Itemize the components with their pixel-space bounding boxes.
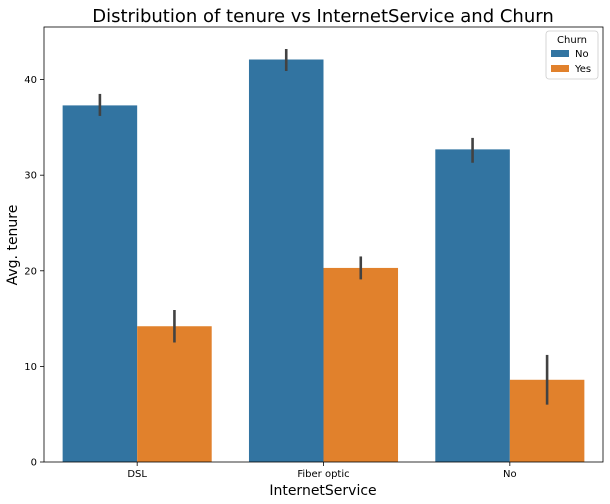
y-tick-label: 40 [24, 75, 37, 86]
bar-no-no [435, 149, 510, 462]
y-tick-label: 10 [24, 362, 37, 373]
chart-title: Distribution of tenure vs InternetServic… [92, 6, 554, 27]
y-tick-label: 20 [24, 266, 37, 277]
x-tick-label: No [503, 469, 517, 480]
bar-yes-fiber-optic [323, 267, 399, 462]
x-tick-label: Fiber optic [297, 469, 349, 480]
legend-swatch-yes [551, 65, 569, 72]
legend-label-no: No [575, 49, 589, 60]
plot-area: 0 10 20 30 40 DSL Fiber optic No [24, 26, 604, 480]
legend: Churn No Yes [545, 30, 599, 80]
x-axis-label: InternetService [269, 483, 376, 499]
y-tick-label: 0 [31, 458, 37, 469]
legend-label-yes: Yes [574, 64, 591, 75]
x-tick-label: DSL [127, 469, 147, 480]
y-tick-label: 30 [24, 171, 37, 182]
bar-no-fiber-optic [248, 59, 324, 462]
legend-title: Churn [557, 35, 587, 46]
bar-yes-dsl [137, 326, 212, 462]
bar-no-dsl [62, 105, 138, 463]
y-axis-label: Avg. tenure [5, 205, 21, 286]
legend-swatch-no [551, 50, 569, 57]
